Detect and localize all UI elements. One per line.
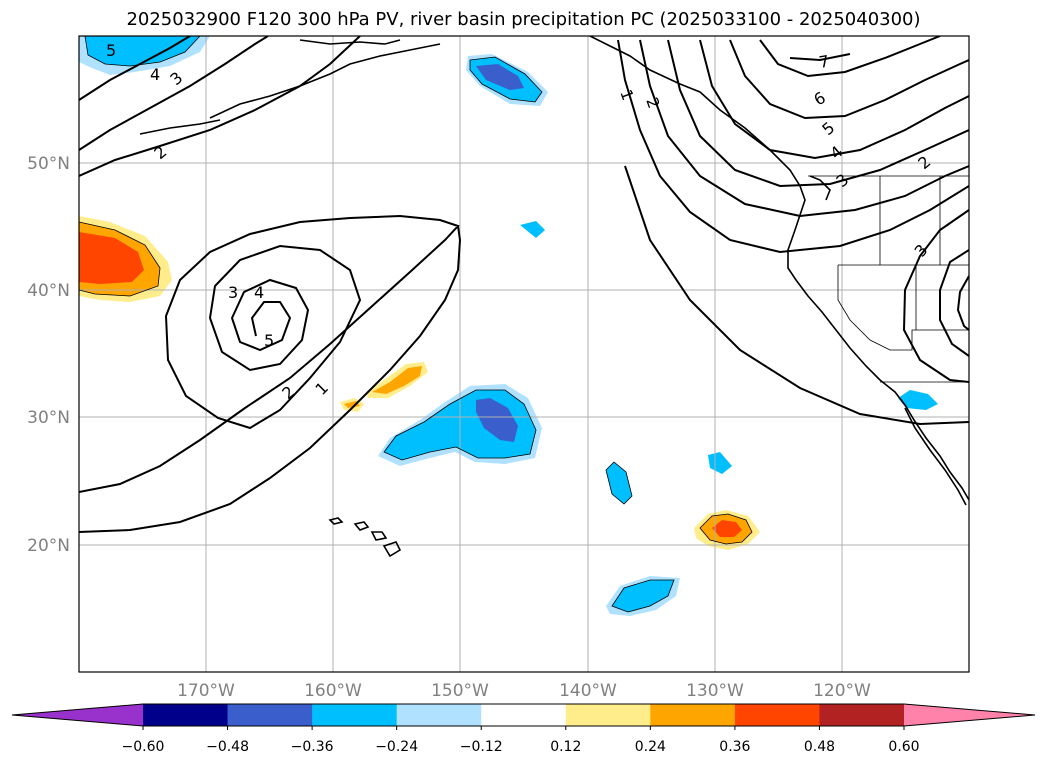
contour-label: 5 (106, 41, 116, 60)
coastlines (139, 36, 969, 558)
lat-label: 50°N (27, 154, 70, 174)
colorbar-tick-label: 0.60 (888, 739, 919, 755)
lon-label: 160°W (304, 681, 362, 701)
colorbar-segment (312, 704, 398, 726)
colorbar-tick-label: −0.36 (291, 739, 334, 755)
colorbar-extend-right (904, 704, 1035, 726)
colorbar-segment (650, 704, 736, 726)
contour-label: 4 (150, 65, 160, 84)
lat-label: 40°N (27, 281, 70, 301)
contour-label: 3 (228, 283, 238, 302)
colorbar (11, 703, 1036, 727)
lon-label: 120°W (813, 681, 871, 701)
map-title: 2025032900 F120 300 hPa PV, river basin … (126, 9, 921, 30)
lon-label: 130°W (686, 681, 744, 701)
colorbar-segment (396, 704, 482, 726)
colorbar-segment (819, 704, 905, 726)
lat-label: 30°N (27, 408, 70, 428)
colorbar-tick-label: 0.24 (635, 739, 666, 755)
colorbar-tick-label: −0.60 (122, 739, 165, 755)
colorbar-segment (565, 704, 651, 726)
colorbar-tick-label: −0.24 (375, 739, 418, 755)
colorbar-tick-label: 0.48 (804, 739, 835, 755)
pv-contours (79, 36, 969, 533)
precip-outlines (79, 36, 753, 613)
lat-label: 20°N (27, 536, 70, 556)
colorbar-segment (143, 704, 229, 726)
political-borders (808, 175, 969, 383)
colorbar-tick-label: −0.48 (206, 739, 249, 755)
map-area (79, 36, 969, 672)
contour-label: 7 (817, 51, 830, 71)
colorbar-tick-label: 0.36 (719, 739, 750, 755)
map-frame (78, 35, 970, 673)
colorbar-segment (734, 704, 820, 726)
map-gridlines (79, 36, 969, 672)
colorbar-extend-left (12, 704, 143, 726)
colorbar-labels: −0.60 −0.48 −0.36 −0.24 −0.12 0.12 0.24 0.36 0.4… (122, 726, 920, 755)
colorbar-segment (481, 704, 567, 726)
contour-label: 5 (264, 331, 274, 350)
colorbar-tick-label: 0.12 (550, 739, 581, 755)
lon-label: 170°W (177, 681, 235, 701)
lon-label: 150°W (431, 681, 489, 701)
longitude-labels: 170°W 160°W 150°W 140°W 130°W 120°W (177, 681, 871, 701)
contour-label: 4 (254, 283, 264, 302)
colorbar-segment (227, 704, 313, 726)
lon-label: 140°W (559, 681, 617, 701)
colorbar-tick-label: −0.12 (460, 739, 503, 755)
latitude-labels: 50°N 40°N 30°N 20°N (27, 154, 70, 556)
